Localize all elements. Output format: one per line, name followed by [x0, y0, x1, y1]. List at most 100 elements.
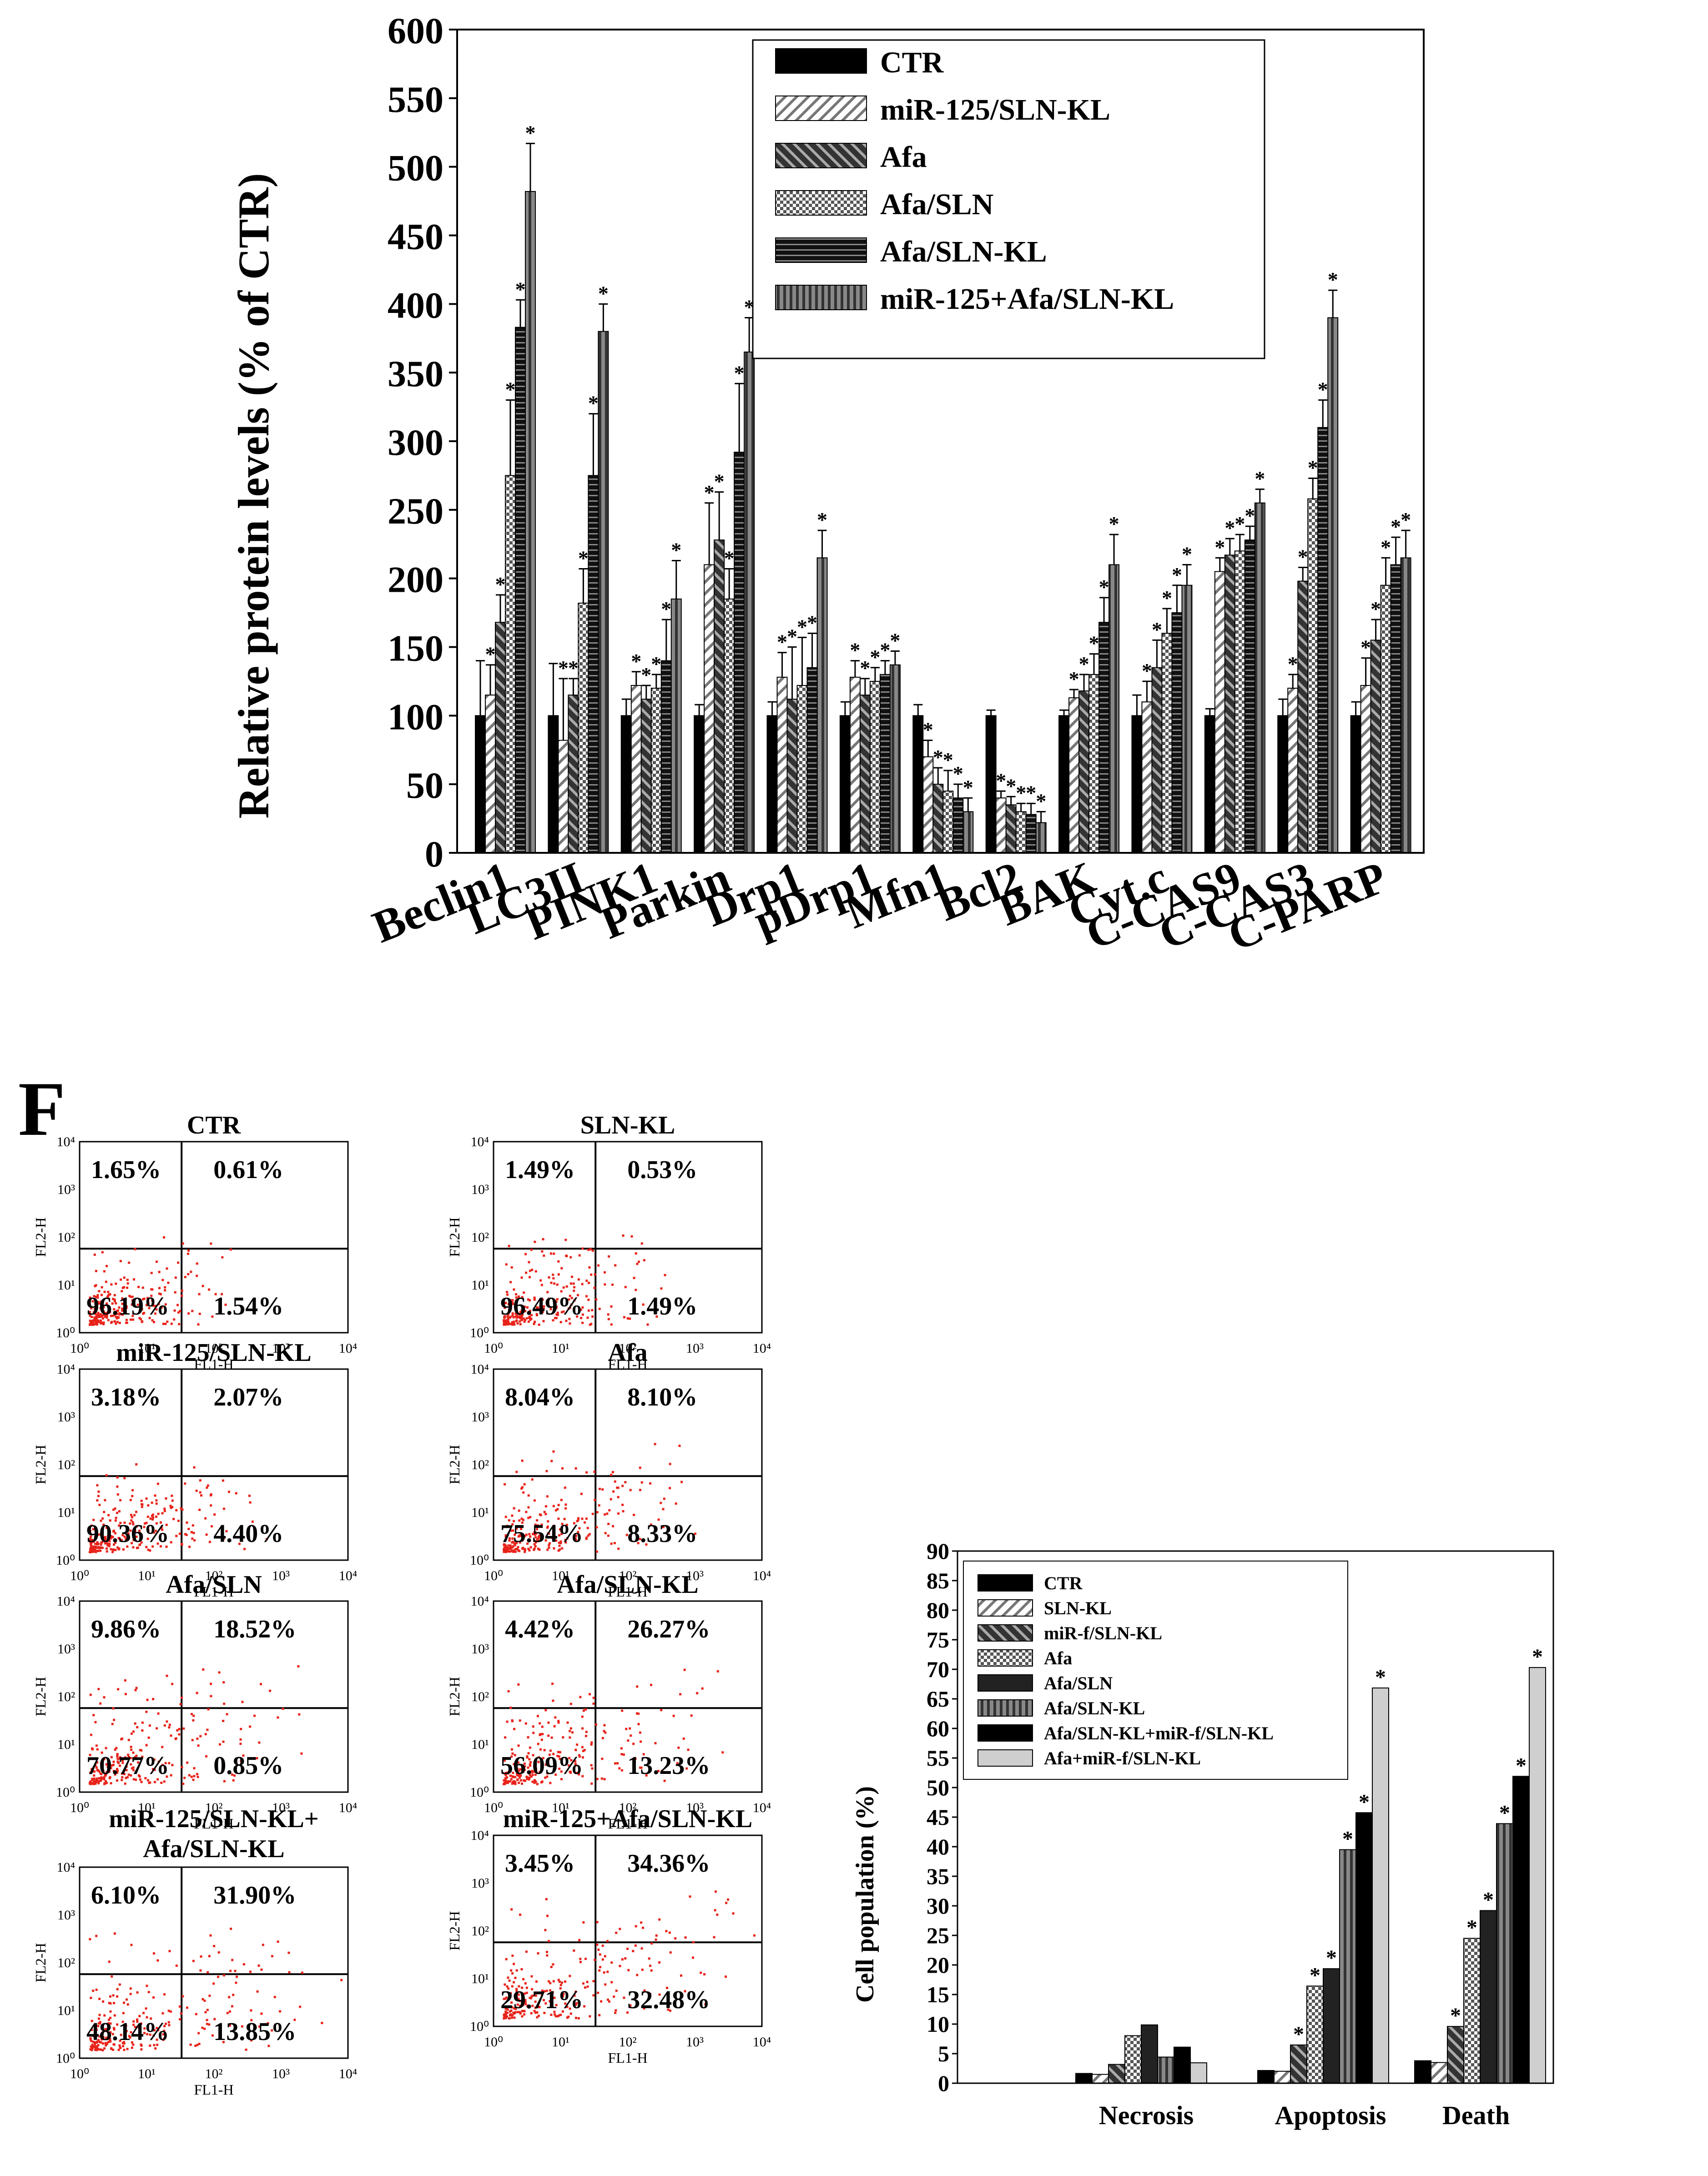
- flow-dot: [587, 1534, 589, 1537]
- flow-dot: [91, 1770, 94, 1773]
- flow-dot: [211, 2034, 214, 2037]
- flow-dot: [586, 1980, 589, 1983]
- flow-dot: [534, 1773, 537, 1776]
- flow-dot: [547, 1520, 549, 1523]
- flow-xtick-label: 10³: [272, 1800, 290, 1815]
- flow-dot: [117, 1537, 120, 1540]
- flow-dot: [615, 1990, 618, 1992]
- flow-xtick-label: 10²: [619, 2035, 637, 2050]
- flow-dot: [139, 1778, 141, 1781]
- flow-dot: [119, 2040, 121, 2042]
- flow-dot: [531, 1780, 534, 1783]
- flow-dot: [95, 2047, 97, 2050]
- flow-dot: [106, 2043, 108, 2045]
- flow-dot: [121, 1776, 124, 1779]
- flow-dot: [97, 1315, 100, 1318]
- flow-dot: [519, 1914, 521, 1916]
- flow-dot: [689, 1895, 691, 1898]
- flow-dot: [512, 1772, 514, 1774]
- flow-dot: [523, 1320, 526, 1323]
- flow-dot: [517, 1295, 520, 1298]
- flow-dot: [123, 1521, 126, 1524]
- flow-dot: [534, 1320, 536, 1323]
- flow-dot: [90, 1535, 92, 1538]
- flow-dot: [126, 2048, 129, 2050]
- flow-dot: [153, 1758, 156, 1761]
- flow-plot-title: miR-125/SLN-KL+: [109, 1805, 318, 1833]
- flow-dot: [532, 1754, 534, 1757]
- top-sig-mark: *: [1142, 659, 1152, 682]
- flow-ytick-label: 10⁴: [471, 1828, 489, 1843]
- flow-dot: [503, 1551, 505, 1553]
- flow-dot: [122, 2045, 125, 2048]
- flow-dot: [593, 1286, 596, 1289]
- flow-dot: [146, 1297, 149, 1300]
- flow-q-lr: 13.85%: [213, 2018, 296, 2046]
- flow-dot: [552, 1319, 554, 1322]
- flow-dot: [511, 1312, 514, 1315]
- flow-dot: [603, 1971, 605, 1974]
- flow-dot: [714, 1909, 716, 1912]
- flow-dot: [684, 1990, 686, 1993]
- flow-dot: [505, 1319, 508, 1322]
- flow-dot: [122, 1548, 125, 1551]
- flow-dot: [657, 1518, 660, 1521]
- flow-xtick-label: 10²: [205, 2066, 223, 2081]
- flow-dot: [106, 2038, 108, 2040]
- flow-dot: [232, 1779, 235, 1782]
- flow-dot: [141, 1721, 144, 1724]
- flow-dot: [93, 1780, 96, 1783]
- flow-dot: [131, 1489, 134, 1491]
- flow-xtick-label: 10¹: [552, 1800, 569, 1815]
- flow-dot: [170, 1774, 172, 1777]
- flow-ytick-label: 10¹: [471, 1971, 489, 1986]
- flow-dot: [214, 1293, 217, 1295]
- flow-dot: [534, 2011, 537, 2014]
- flow-dot: [165, 1545, 168, 1548]
- flow-dot: [301, 1971, 303, 1974]
- flow-dot: [522, 1779, 525, 1782]
- flow-dot: [105, 1526, 108, 1529]
- flow-xtick-label: 10⁰: [70, 1341, 89, 1356]
- flow-dot: [228, 2010, 231, 2013]
- br-bar: [1480, 1910, 1497, 2084]
- flow-q-ll: 29.71%: [500, 1986, 583, 2014]
- flow-dot: [178, 1733, 181, 1736]
- flow-dot: [612, 1490, 615, 1493]
- flow-dot: [141, 1320, 144, 1323]
- flow-dot: [117, 1548, 120, 1551]
- flow-dot: [569, 1282, 572, 1285]
- flow-dot: [140, 1541, 143, 1544]
- top-legend-label: Afa: [880, 141, 927, 174]
- flow-dot: [156, 2044, 159, 2046]
- flow-dot: [519, 1320, 521, 1323]
- flow-dot: [595, 1723, 597, 1726]
- flow-dot: [518, 1985, 520, 1988]
- br-sig-mark: *: [1532, 1645, 1543, 1669]
- flow-dot: [228, 1491, 231, 1493]
- br-bar: [1075, 2073, 1093, 2084]
- flow-dot: [504, 1547, 507, 1550]
- flow-dot: [144, 1777, 147, 1779]
- flow-dot: [123, 1535, 126, 1538]
- flow-dot: [269, 1689, 272, 1692]
- flow-dot: [633, 1514, 635, 1516]
- flow-dot: [518, 1519, 521, 1522]
- flow-dot: [236, 1975, 238, 1978]
- flow-dot: [507, 1976, 509, 1979]
- flow-dot: [178, 2005, 181, 2008]
- flow-plot: SLN-KL1.49% 0.53%96.49% 1.49%10⁰10⁰10¹10¹1…: [446, 1111, 771, 1372]
- flow-dot: [130, 2031, 132, 2034]
- flow-dot: [199, 1491, 202, 1494]
- flow-dot: [503, 1998, 505, 2000]
- flow-dot: [552, 1274, 554, 1276]
- flow-dot: [521, 2015, 524, 2018]
- flow-dot: [109, 2040, 112, 2043]
- flow-dot: [567, 1307, 570, 1310]
- flow-q-ur: 31.90%: [213, 1881, 296, 1909]
- flow-dot: [510, 2001, 513, 2004]
- flow-dot: [510, 1908, 513, 1911]
- flow-dot: [89, 2038, 92, 2041]
- flow-dot: [96, 1777, 98, 1780]
- flow-dot: [525, 1986, 528, 1989]
